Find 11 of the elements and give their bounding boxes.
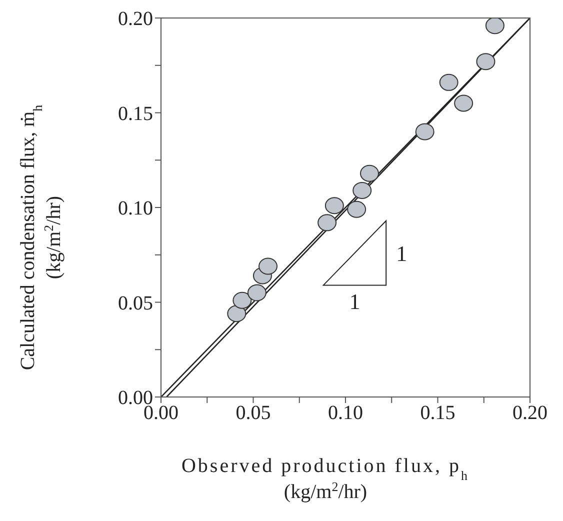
annotation: 1 <box>396 240 408 266</box>
x-tick-label: 0.15 <box>420 402 456 424</box>
x-tick-label: 0.10 <box>328 402 363 424</box>
x-tick-label: 0.05 <box>236 402 271 424</box>
y-tick-label: 0.15 <box>118 102 153 125</box>
y-tick-label: 0.10 <box>118 198 153 220</box>
y-tick-label: 0.20 <box>118 8 153 30</box>
x-tick-label: 0.20 <box>512 402 548 424</box>
y-tick-label: 0.05 <box>118 292 153 314</box>
annotation: 1 <box>349 289 360 314</box>
text: Observed production flux, p$_{h}$ (kg/m$^{2}$/hr) <box>181 455 470 503</box>
